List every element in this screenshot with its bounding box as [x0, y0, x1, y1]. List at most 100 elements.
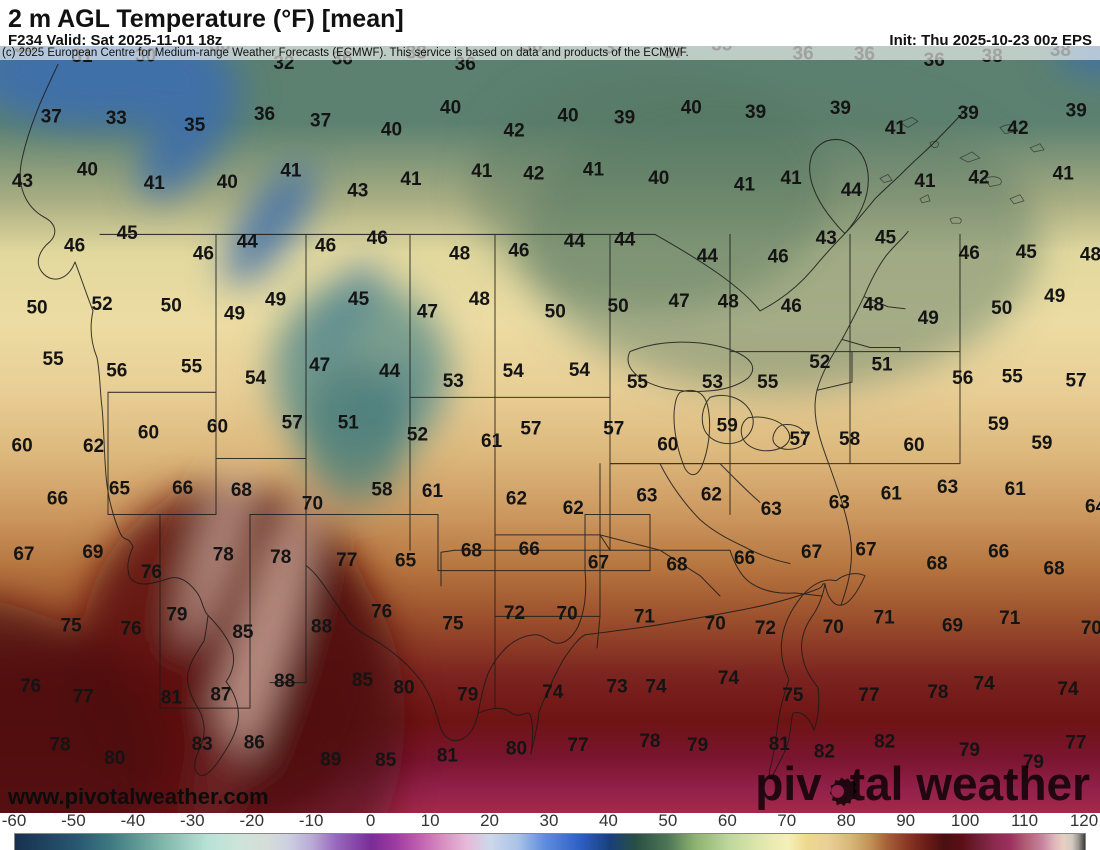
- svg-text:71: 71: [634, 606, 655, 627]
- svg-text:41: 41: [144, 173, 165, 194]
- svg-text:46: 46: [193, 243, 214, 264]
- svg-text:60: 60: [903, 435, 924, 456]
- svg-text:57: 57: [1065, 370, 1086, 391]
- svg-text:44: 44: [379, 361, 400, 382]
- svg-text:55: 55: [43, 349, 64, 370]
- svg-text:54: 54: [245, 368, 266, 389]
- svg-text:58: 58: [839, 429, 860, 450]
- svg-text:43: 43: [816, 228, 837, 249]
- svg-text:67: 67: [13, 544, 34, 565]
- svg-text:40: 40: [440, 98, 461, 119]
- svg-text:33: 33: [106, 108, 127, 129]
- svg-text:76: 76: [141, 562, 162, 583]
- svg-text:62: 62: [563, 498, 584, 519]
- svg-text:49: 49: [918, 308, 939, 329]
- svg-text:41: 41: [914, 171, 935, 192]
- svg-text:70: 70: [823, 617, 844, 638]
- svg-text:68: 68: [231, 480, 252, 501]
- svg-text:50: 50: [608, 296, 629, 317]
- svg-text:41: 41: [734, 174, 755, 195]
- svg-text:69: 69: [942, 615, 963, 636]
- svg-text:74: 74: [1057, 679, 1078, 700]
- svg-text:74: 74: [974, 674, 995, 695]
- svg-text:57: 57: [520, 418, 541, 439]
- svg-text:63: 63: [761, 499, 782, 520]
- svg-text:75: 75: [782, 685, 803, 706]
- svg-text:50: 50: [26, 297, 47, 318]
- svg-text:46: 46: [367, 228, 388, 249]
- svg-text:70: 70: [302, 494, 323, 515]
- svg-text:52: 52: [809, 352, 830, 373]
- svg-text:48: 48: [718, 291, 739, 312]
- svg-text:60: 60: [12, 435, 33, 456]
- svg-text:46: 46: [64, 235, 85, 256]
- svg-text:47: 47: [417, 302, 438, 323]
- svg-text:40: 40: [381, 119, 402, 140]
- svg-text:66: 66: [519, 539, 540, 560]
- svg-text:44: 44: [614, 229, 635, 250]
- svg-text:61: 61: [881, 483, 902, 504]
- svg-text:75: 75: [61, 616, 82, 637]
- svg-text:70: 70: [557, 603, 578, 624]
- svg-text:87: 87: [210, 685, 231, 706]
- svg-text:68: 68: [666, 554, 687, 575]
- svg-text:62: 62: [506, 488, 527, 509]
- svg-text:45: 45: [1016, 242, 1037, 263]
- svg-text:79: 79: [457, 685, 478, 706]
- svg-text:50: 50: [545, 301, 566, 322]
- svg-text:67: 67: [801, 542, 822, 563]
- svg-text:74: 74: [542, 682, 563, 703]
- svg-text:40: 40: [648, 168, 669, 189]
- svg-text:76: 76: [20, 676, 41, 697]
- svg-text:65: 65: [395, 550, 416, 571]
- svg-text:88: 88: [274, 671, 295, 692]
- svg-text:40: 40: [557, 106, 578, 127]
- svg-text:77: 77: [858, 685, 879, 706]
- svg-text:44: 44: [564, 231, 585, 252]
- svg-text:41: 41: [1053, 163, 1074, 184]
- svg-text:66: 66: [988, 541, 1009, 562]
- svg-text:81: 81: [437, 745, 458, 766]
- svg-text:79: 79: [166, 605, 187, 626]
- svg-text:39: 39: [614, 107, 635, 128]
- svg-text:78: 78: [639, 731, 660, 752]
- svg-text:76: 76: [121, 618, 142, 639]
- svg-text:49: 49: [224, 303, 245, 324]
- svg-text:46: 46: [959, 243, 980, 264]
- svg-text:67: 67: [588, 552, 609, 573]
- svg-text:60: 60: [207, 417, 228, 438]
- svg-text:51: 51: [338, 412, 359, 433]
- svg-text:83: 83: [192, 734, 213, 755]
- svg-text:54: 54: [569, 360, 590, 381]
- svg-text:51: 51: [871, 355, 892, 376]
- svg-text:53: 53: [702, 372, 723, 393]
- svg-text:54: 54: [503, 361, 524, 382]
- svg-text:63: 63: [937, 477, 958, 498]
- svg-text:55: 55: [627, 372, 648, 393]
- svg-text:56: 56: [106, 360, 127, 381]
- svg-text:80: 80: [506, 739, 527, 760]
- svg-text:63: 63: [829, 492, 850, 513]
- svg-text:43: 43: [347, 181, 368, 202]
- svg-text:41: 41: [400, 169, 421, 190]
- svg-text:44: 44: [697, 246, 718, 267]
- svg-text:61: 61: [1005, 479, 1026, 500]
- svg-text:41: 41: [885, 118, 906, 139]
- svg-text:81: 81: [769, 734, 790, 755]
- svg-text:61: 61: [422, 481, 443, 502]
- svg-text:61: 61: [481, 431, 502, 452]
- svg-text:48: 48: [469, 289, 490, 310]
- svg-text:44: 44: [841, 180, 862, 201]
- svg-text:85: 85: [352, 670, 373, 691]
- svg-text:68: 68: [926, 554, 947, 575]
- svg-text:88: 88: [311, 617, 332, 638]
- svg-text:39: 39: [1066, 100, 1087, 121]
- svg-text:77: 77: [1065, 732, 1086, 753]
- svg-text:49: 49: [265, 289, 286, 310]
- svg-text:85: 85: [232, 622, 253, 643]
- svg-text:46: 46: [508, 240, 529, 261]
- svg-text:69: 69: [82, 542, 103, 563]
- svg-text:41: 41: [583, 159, 604, 180]
- svg-text:42: 42: [523, 163, 544, 184]
- svg-text:66: 66: [47, 489, 68, 510]
